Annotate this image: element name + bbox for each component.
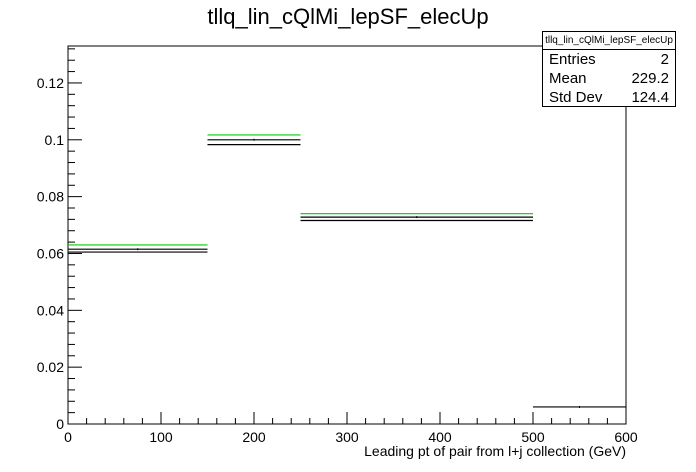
y-tick-label: 0.12	[37, 75, 64, 91]
stats-value-entries: 2	[660, 51, 669, 68]
stats-label-entries: Entries	[549, 51, 596, 68]
stats-value-stddev: 124.4	[631, 89, 669, 106]
x-tick-label: 100	[149, 429, 173, 445]
stats-label-stddev: Std Dev	[549, 89, 603, 106]
stats-box: tllq_lin_cQlMi_lepSF_elecUp Entries 2 Me…	[542, 31, 676, 107]
stats-row-entries: Entries 2	[543, 50, 675, 69]
x-tick-label: 0	[64, 429, 72, 445]
y-tick-label: 0.02	[37, 359, 64, 375]
y-tick-label: 0	[56, 416, 64, 432]
x-tick-label: 200	[242, 429, 266, 445]
x-tick-label: 400	[428, 429, 452, 445]
y-tick-label: 0.06	[37, 245, 64, 261]
x-tick-label: 500	[521, 429, 545, 445]
y-tick-label: 0.1	[45, 132, 65, 148]
x-tick-label: 300	[335, 429, 359, 445]
stats-row-stddev: Std Dev 124.4	[543, 88, 675, 107]
stats-value-mean: 229.2	[631, 70, 669, 87]
y-tick-label: 0.04	[37, 302, 64, 318]
stats-box-name: tllq_lin_cQlMi_lepSF_elecUp	[543, 32, 675, 50]
stats-row-mean: Mean 229.2	[543, 69, 675, 88]
y-tick-label: 0.08	[37, 189, 64, 205]
x-axis-title: Leading pt of pair from l+j collection (…	[364, 443, 626, 459]
chart-title: tllq_lin_cQlMi_lepSF_elecUp	[207, 4, 489, 29]
stats-label-mean: Mean	[549, 70, 587, 87]
x-tick-label: 600	[614, 429, 638, 445]
